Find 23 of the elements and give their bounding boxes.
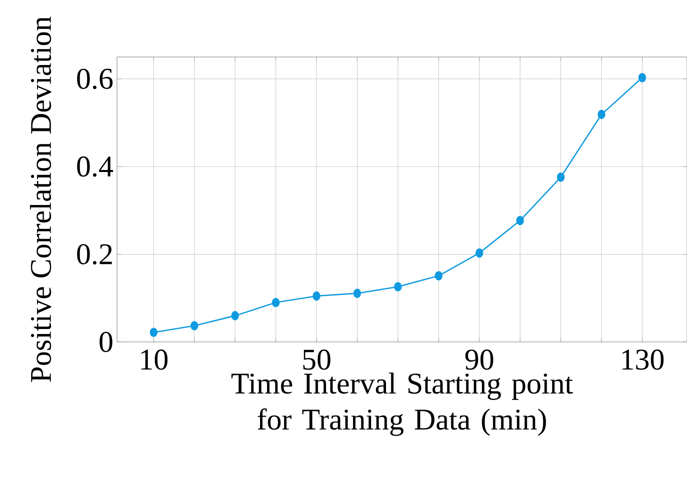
x-tick-label: 90 bbox=[465, 350, 494, 370]
x-tick-label: 10 bbox=[141, 350, 168, 370]
point bbox=[353, 288, 362, 298]
point bbox=[516, 216, 524, 226]
x-tick-label: 130 bbox=[622, 350, 664, 370]
point bbox=[231, 311, 239, 320]
point bbox=[476, 248, 484, 258]
y-tick-label: 0.4 bbox=[77, 156, 114, 177]
x-axis-title: Time Interval Starting point for Training Data (min) bbox=[231, 372, 573, 436]
point bbox=[394, 282, 402, 292]
y-tick-label: 0.2 bbox=[77, 244, 112, 264]
point bbox=[434, 271, 442, 280]
point bbox=[150, 328, 158, 338]
point bbox=[272, 298, 280, 308]
point bbox=[190, 321, 198, 330]
y-tick-label: 0 bbox=[100, 332, 112, 352]
point bbox=[598, 110, 606, 120]
point bbox=[312, 291, 320, 301]
x-tick-label: 50 bbox=[303, 350, 330, 370]
point bbox=[556, 172, 565, 182]
y-tick-label: 0.6 bbox=[77, 68, 113, 90]
point bbox=[638, 72, 646, 82]
y-axis-title: Positive Correlation Deviation bbox=[30, 16, 52, 382]
